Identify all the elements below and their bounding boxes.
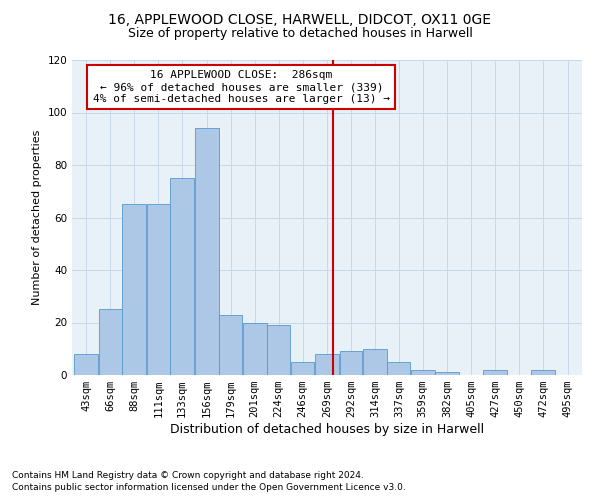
Bar [483,370,507,375]
Bar [388,362,410,375]
Bar [340,352,362,375]
Bar [290,362,314,375]
Bar [99,310,122,375]
Bar [411,370,435,375]
Bar [195,128,218,375]
Text: 16, APPLEWOOD CLOSE, HARWELL, DIDCOT, OX11 0GE: 16, APPLEWOOD CLOSE, HARWELL, DIDCOT, OX… [109,12,491,26]
Bar [170,178,194,375]
Bar [242,322,266,375]
Y-axis label: Number of detached properties: Number of detached properties [32,130,42,305]
Bar [147,204,170,375]
Bar [315,354,339,375]
Bar [219,314,242,375]
Text: Size of property relative to detached houses in Harwell: Size of property relative to detached ho… [128,28,472,40]
Text: Contains public sector information licensed under the Open Government Licence v3: Contains public sector information licen… [12,484,406,492]
Bar [531,370,555,375]
Text: 16 APPLEWOOD CLOSE:  286sqm
← 96% of detached houses are smaller (339)
4% of sem: 16 APPLEWOOD CLOSE: 286sqm ← 96% of deta… [93,70,390,104]
Bar [122,204,146,375]
Text: Contains HM Land Registry data © Crown copyright and database right 2024.: Contains HM Land Registry data © Crown c… [12,471,364,480]
Bar [436,372,459,375]
X-axis label: Distribution of detached houses by size in Harwell: Distribution of detached houses by size … [170,423,484,436]
Bar [74,354,98,375]
Bar [363,349,387,375]
Bar [267,325,290,375]
